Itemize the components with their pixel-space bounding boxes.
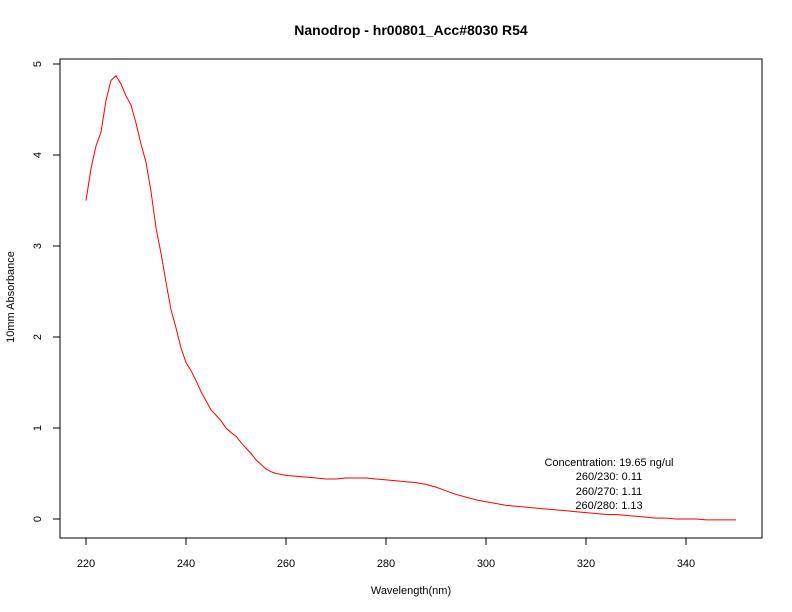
y-axis: 0 1 2 3 4 5 — [32, 61, 61, 522]
chart-title: Nanodrop - hr00801_Acc#8030 R54 — [294, 22, 528, 38]
y-tick-label: 5 — [32, 61, 44, 67]
ratio-260-230-annotation: 260/230: 0.11 — [576, 471, 642, 483]
y-tick-label: 2 — [32, 334, 44, 340]
y-tick-label: 1 — [32, 425, 44, 431]
y-tick-label: 4 — [32, 152, 44, 158]
absorbance-line — [85, 75, 736, 521]
y-tick-label: 0 — [32, 516, 44, 522]
ratio-260-280-annotation: 260/280: 1.13 — [575, 500, 642, 512]
y-axis-label: 10mm Absorbance — [5, 251, 17, 343]
x-tick-label: 240 — [177, 558, 195, 570]
x-tick-label: 220 — [77, 558, 95, 570]
x-tick-label: 340 — [677, 558, 695, 570]
x-tick-label: 300 — [477, 558, 495, 570]
x-tick-label: 280 — [377, 558, 395, 570]
x-axis: 220 240 260 280 300 320 340 — [77, 537, 695, 570]
concentration-annotation: Concentration: 19.65 ng/ul — [544, 457, 673, 469]
y-tick-label: 3 — [32, 243, 44, 249]
x-tick-label: 260 — [277, 558, 295, 570]
x-axis-label: Wavelength(nm) — [371, 585, 451, 597]
ratio-260-270-annotation: 260/270: 1.11 — [576, 486, 642, 498]
x-tick-label: 320 — [577, 558, 595, 570]
